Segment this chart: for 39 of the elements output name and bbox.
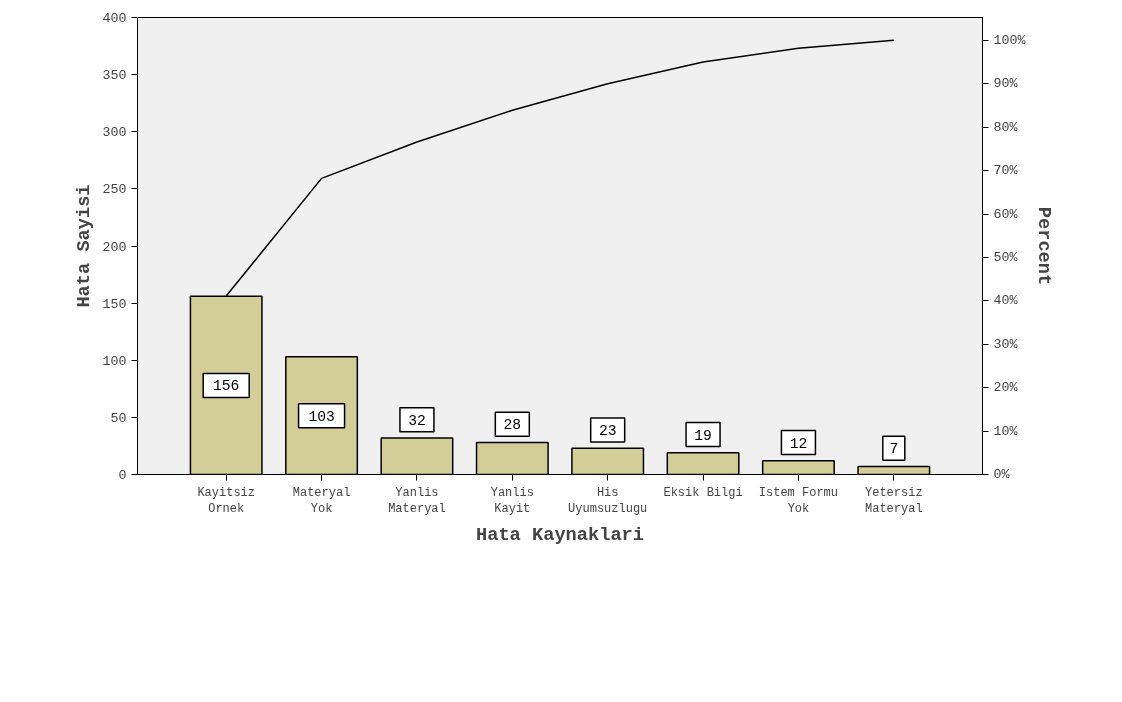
y-tick-label: 250 — [102, 182, 127, 198]
y2-tick-label: 70% — [993, 163, 1018, 179]
x-tick-label: Yanlis Kayit — [490, 485, 534, 517]
y2-axis-title: Percent — [1033, 206, 1056, 286]
y2-tick-label: 20% — [993, 380, 1018, 396]
data-label: 23 — [598, 422, 617, 439]
y2-tick-label: 50% — [993, 249, 1018, 265]
data-label: 19 — [694, 427, 712, 444]
data-label: 32 — [408, 412, 426, 429]
y2-tick-label: 90% — [993, 76, 1018, 92]
x-tick-label: His Uyumsuzlugu — [568, 485, 648, 517]
x-tick-label: Kayitsiz Ornek — [197, 485, 255, 517]
y-tick-label: 0 — [118, 468, 127, 483]
data-label: 28 — [503, 417, 522, 434]
y2-tick-label: 80% — [993, 119, 1018, 135]
y2-tick-label: 30% — [993, 336, 1018, 352]
y-tick-label: 100 — [102, 353, 127, 369]
x-axis-title: Hata Kaynaklari — [476, 524, 644, 547]
y-axis-title: Hata Sayisi — [72, 184, 95, 308]
x-tick-label: Yanlis Materyal — [388, 485, 446, 517]
x-tick-label: Yetersiz Materyal — [865, 485, 923, 517]
data-label: 7 — [889, 441, 899, 458]
y-tick-label: 200 — [102, 239, 127, 255]
data-label: 103 — [308, 408, 335, 425]
y2-tick-label: 60% — [993, 206, 1018, 222]
x-tick-label: Materyal Yok — [292, 485, 351, 517]
y2-tick-label: 40% — [993, 293, 1018, 309]
x-tick-label: Eksik Bilgi — [663, 485, 743, 500]
data-label: 156 — [213, 378, 240, 395]
data-label: 12 — [789, 435, 808, 452]
y-tick-label: 350 — [102, 68, 127, 84]
y2-tick-label: 100% — [993, 32, 1026, 48]
y-tick-label: 300 — [102, 125, 127, 141]
y2-tick-label: 0% — [993, 467, 1010, 482]
y2-tick-label: 10% — [993, 423, 1018, 439]
x-tick-label: Istem Formu Yok — [758, 485, 839, 517]
y-tick-label: 50 — [110, 410, 127, 426]
y-tick-label: 150 — [102, 296, 127, 312]
y-tick-label: 400 — [102, 11, 127, 26]
